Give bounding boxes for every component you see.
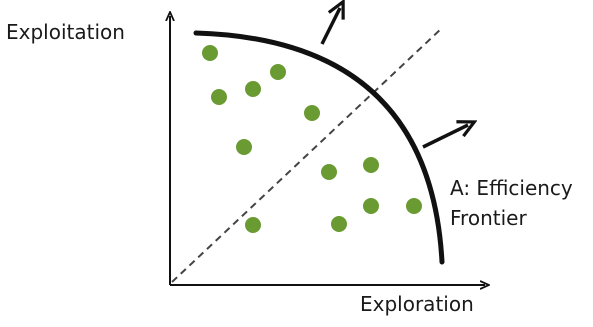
- data-point: [202, 45, 218, 61]
- frontier-label-line2: Frontier: [450, 206, 527, 230]
- data-points: [202, 45, 422, 233]
- efficiency-frontier-curve: [193, 30, 445, 265]
- outward-arrow-right: [422, 125, 468, 149]
- data-point: [331, 216, 347, 232]
- data-point: [211, 89, 227, 105]
- data-point: [363, 157, 379, 173]
- y-axis-label: Exploitation: [6, 20, 125, 44]
- data-point: [245, 217, 261, 233]
- data-point: [245, 81, 261, 97]
- x-axis-label: Exploration: [360, 292, 474, 316]
- data-point: [406, 198, 422, 214]
- data-point: [270, 64, 286, 80]
- outward-arrow-top: [320, 8, 340, 45]
- data-point: [236, 139, 252, 155]
- data-point: [321, 164, 337, 180]
- data-point: [363, 198, 379, 214]
- data-point: [304, 105, 320, 121]
- frontier-label-line1: A: Efficiency: [450, 176, 573, 200]
- diagonal-dashed-line: [171, 27, 443, 283]
